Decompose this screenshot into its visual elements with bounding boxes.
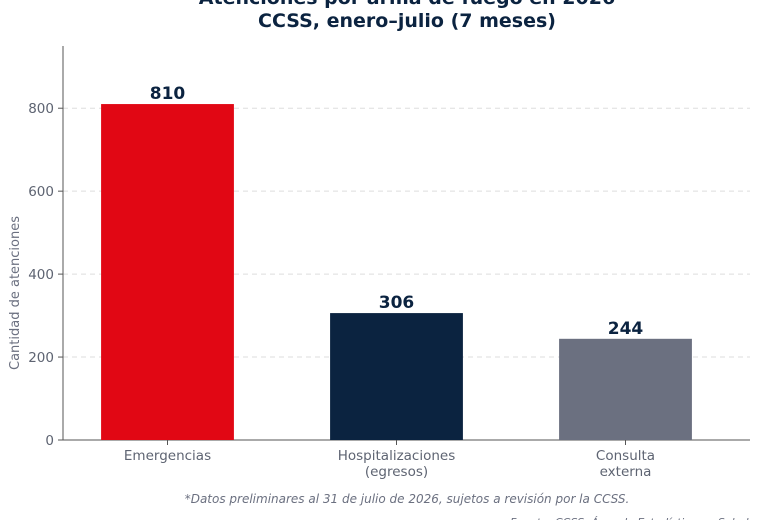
x-axis-ticks: Emergencias Hospitalizaciones(egresos) Con… [124,440,655,480]
chart-title-line-2: CCSS, enero–julio (7 meses) [258,10,556,32]
bar [330,313,463,440]
bar-value-label: 810 [150,84,186,104]
chart-title-line-1: Atenciones por arma de fuego en 2026 [199,0,615,9]
y-tick-label: 0 [45,433,54,449]
bar [101,104,234,440]
y-axis-ticks: 0 200 400 600 800 [28,101,63,449]
x-tick-label: Hospitalizaciones [338,448,456,464]
y-axis-label: Cantidad de atenciones [8,216,23,370]
value-labels: 810 306 244 [150,84,644,339]
bar-value-label: 306 [379,293,415,313]
bar-value-label: 244 [608,319,644,339]
y-tick-label: 600 [28,184,54,200]
x-tick-label: (egresos) [365,464,428,480]
chart-title: Atenciones por arma de fuego en 2026 CCS… [199,0,615,32]
footnote: *Datos preliminares al 31 de julio de 20… [185,492,630,506]
x-tick-label: externa [600,464,652,480]
x-tick-label: Emergencias [124,448,211,464]
bar [559,338,692,440]
source-note: Fuente: CCSS, Área de Estadística en Sal… [510,516,752,520]
y-tick-label: 200 [28,350,54,366]
x-tick-label: Consulta [596,448,655,464]
bars [101,104,692,440]
y-tick-label: 800 [28,101,54,117]
y-tick-label: 400 [28,267,54,283]
